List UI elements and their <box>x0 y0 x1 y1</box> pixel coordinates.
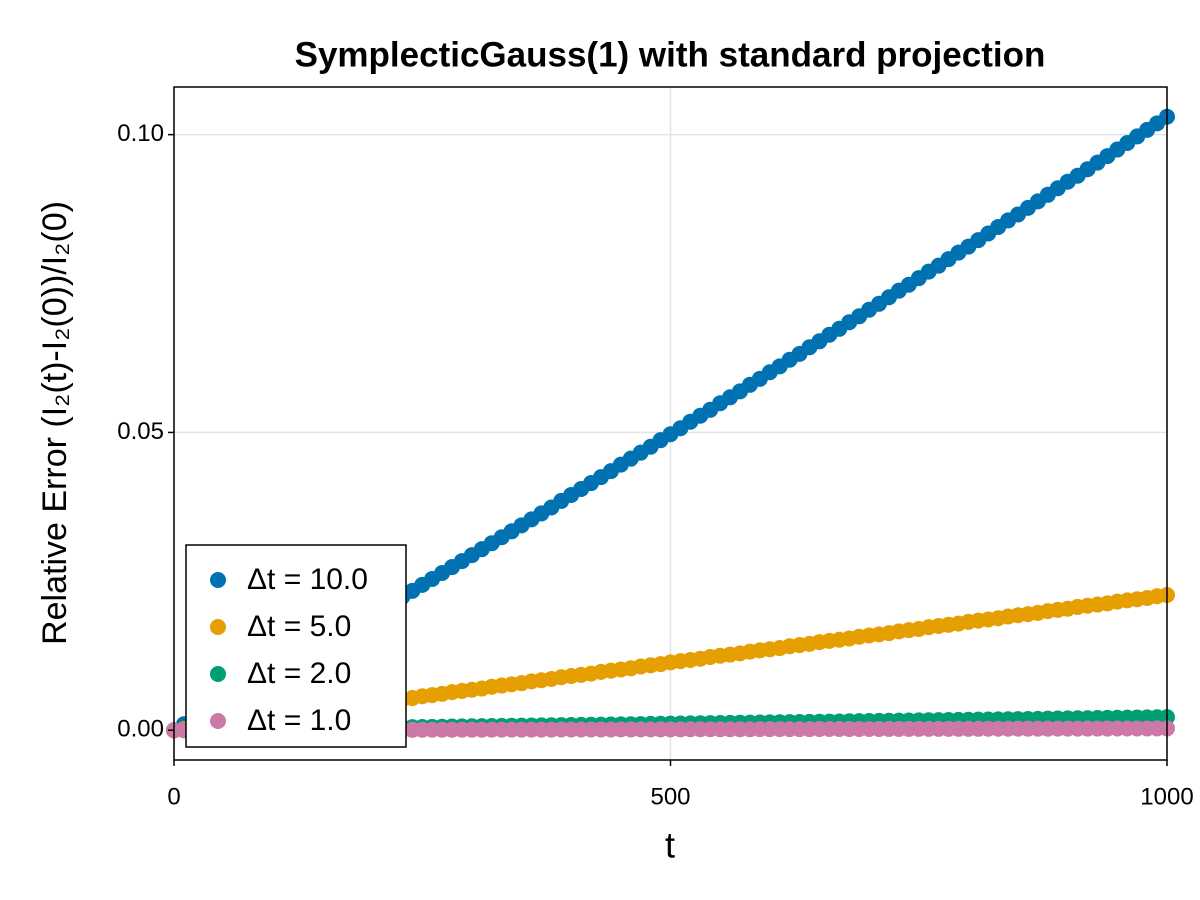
legend-marker <box>210 666 226 682</box>
chart-title: SymplecticGauss(1) with standard project… <box>295 35 1046 74</box>
legend-marker <box>210 572 226 588</box>
legend: Δt = 10.0 Δt = 5.0 Δt = 2.0 Δt = 1.0 <box>185 544 407 748</box>
y-tick-label: 0.10 <box>117 120 164 147</box>
x-tick-label: 500 <box>650 783 690 810</box>
y-tick-label: 0.05 <box>117 418 164 445</box>
legend-label: Δt = 10.0 <box>247 563 368 596</box>
y-tick-label: 0.00 <box>117 716 164 743</box>
x-axis-label: t <box>665 825 675 866</box>
legend-marker <box>210 713 226 729</box>
legend-label: Δt = 2.0 <box>247 657 351 690</box>
legend-label: Δt = 5.0 <box>247 610 351 643</box>
y-axis-label: Relative Error (I₂(t)-I₂(0))/I₂(0) <box>36 201 74 645</box>
legend-marker <box>210 619 226 635</box>
x-tick-label: 0 <box>167 783 180 810</box>
legend-label: Δt = 1.0 <box>247 704 351 737</box>
x-tick-label: 1000 <box>1140 783 1193 810</box>
